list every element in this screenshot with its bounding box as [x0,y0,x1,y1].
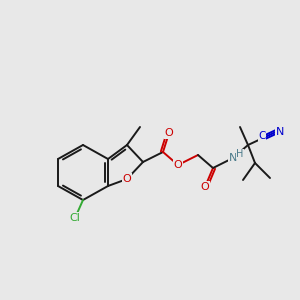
Text: N: N [229,153,237,163]
Text: N: N [276,127,284,137]
Text: O: O [201,182,209,192]
Text: O: O [123,174,131,184]
Text: H: H [236,149,244,159]
Text: O: O [165,128,173,138]
Text: Cl: Cl [70,213,80,223]
Text: C: C [258,131,266,141]
Text: O: O [174,160,182,170]
